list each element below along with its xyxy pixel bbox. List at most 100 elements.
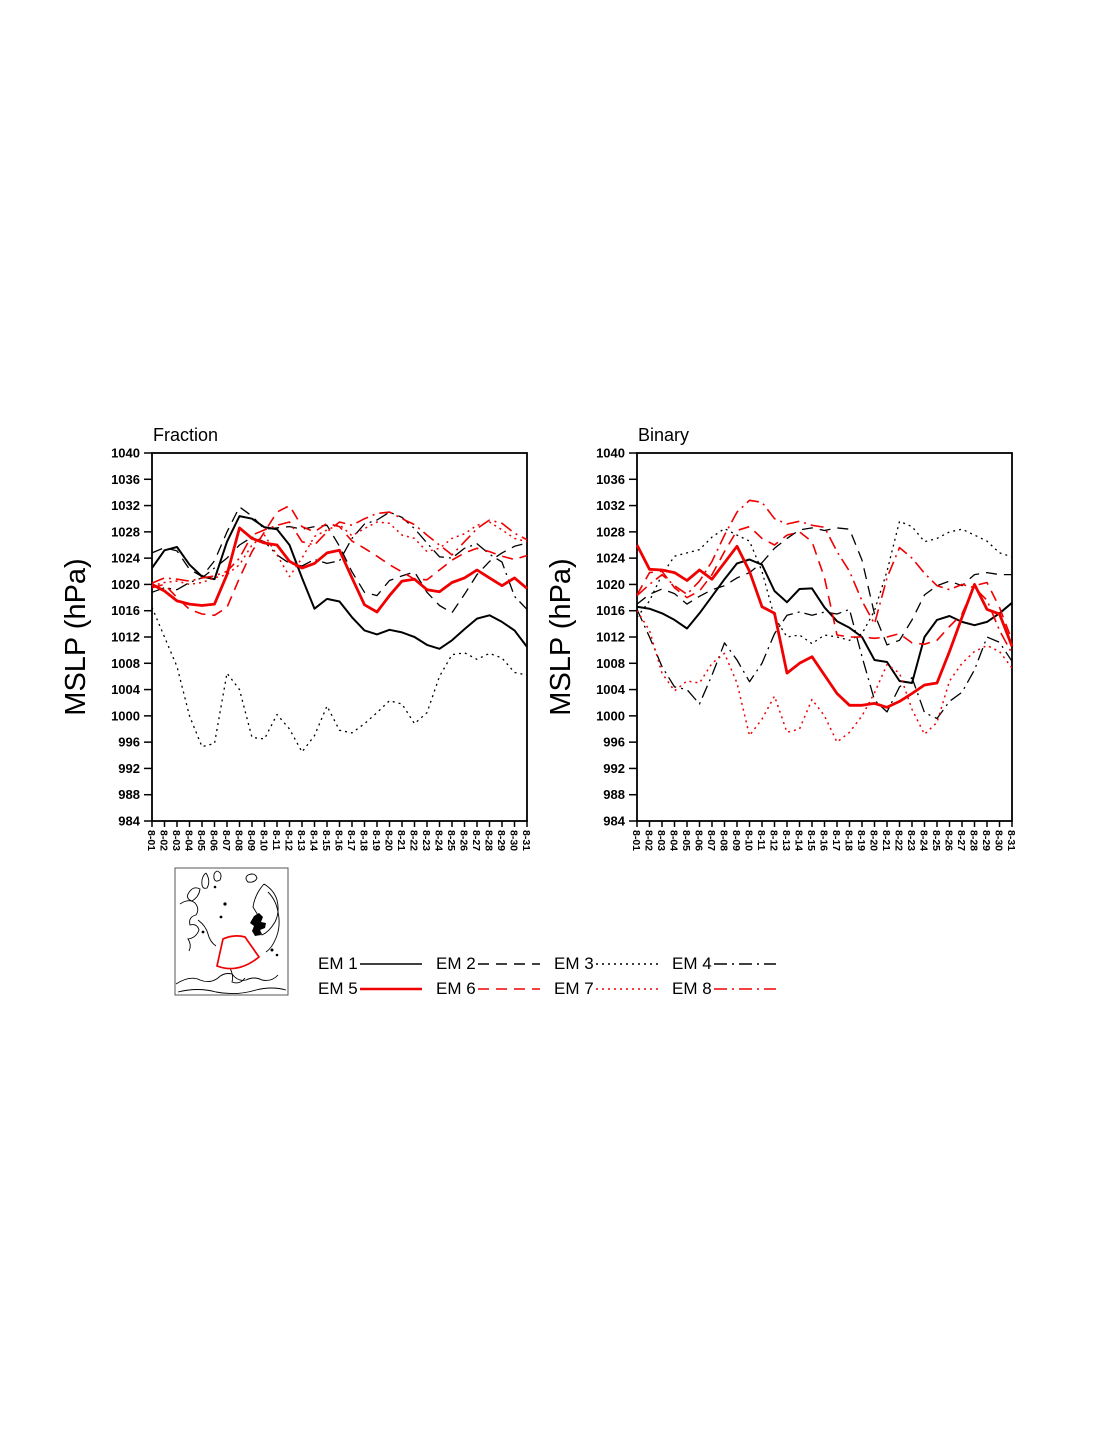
x-tick-label: 8-05 <box>680 830 692 851</box>
y-tick-label: 1016 <box>111 603 140 618</box>
y-tick-label: 988 <box>118 787 140 802</box>
x-tick-label: 8-28 <box>483 830 495 851</box>
chart-title: Binary <box>638 425 689 445</box>
x-tick-label: 8-14 <box>793 830 805 851</box>
x-tick-label: 8-27 <box>955 830 967 851</box>
y-tick-label: 1016 <box>596 603 625 618</box>
series-em2 <box>151 506 528 614</box>
legend-item-em3: EM 3 <box>554 951 672 976</box>
legend-label: EM 6 <box>436 978 476 998</box>
legend-line-sample <box>359 962 422 965</box>
series-em4 <box>636 608 1013 720</box>
y-tick-label: 1032 <box>596 498 625 513</box>
x-tick-label: 8-08 <box>233 830 245 851</box>
x-tick-label: 8-24 <box>918 830 930 851</box>
legend-item-em6: EM 6 <box>436 976 554 1001</box>
x-tick-label: 8-07 <box>705 830 717 851</box>
legend-line-sample <box>477 987 540 990</box>
x-tick-label: 8-03 <box>655 830 667 851</box>
legend-label: EM 3 <box>554 953 594 973</box>
x-tick-label: 8-21 <box>880 830 892 851</box>
legend-item-em4: EM 4 <box>672 951 790 976</box>
plot-frame <box>151 452 528 822</box>
x-tick-label: 8-23 <box>420 830 432 851</box>
x-tick-label: 8-10 <box>743 830 755 851</box>
x-tick-label: 8-08 <box>718 830 730 851</box>
x-tick-label: 8-09 <box>730 830 742 851</box>
binary-chart: Binary MSLP (hPa) 984 988 992 996 1000 1004 1008… <box>545 425 1017 851</box>
x-tick-label: 8-18 <box>843 830 855 851</box>
x-tick-label: 8-26 <box>943 830 955 851</box>
x-tick-label: 8-14 <box>308 830 320 851</box>
coastlines <box>175 870 287 995</box>
legend: EM 1 EM 2 EM 3 EM 4 EM 5 EM 6 EM 7 EM 8 <box>318 951 798 1001</box>
x-tick-label: 8-03 <box>170 830 182 851</box>
y-tick-label: 1032 <box>111 498 140 513</box>
series-em6 <box>151 504 528 617</box>
x-tick-label: 8-06 <box>208 830 220 851</box>
series-em5 <box>151 526 528 614</box>
x-tick-label: 8-18 <box>358 830 370 851</box>
legend-line-sample <box>595 962 658 965</box>
x-tick-label: 8-29 <box>980 830 992 851</box>
fraction-chart: Fraction MSLP (hPa) 984 988 992 996 1000 1004 10… <box>60 425 532 851</box>
x-tick-label: 8-11 <box>270 830 282 851</box>
y-tick-label: 1000 <box>111 708 140 723</box>
x-tick-label: 8-29 <box>495 830 507 851</box>
y-tick-label: 1036 <box>596 472 625 487</box>
y-tick-label: 988 <box>603 787 625 802</box>
y-tick-label: 1020 <box>111 577 140 592</box>
x-tick-label: 8-25 <box>930 830 942 851</box>
y-tick-label: 996 <box>603 735 625 750</box>
legend-item-em5: EM 5 <box>318 976 436 1001</box>
x-tick-label: 8-05 <box>195 830 207 851</box>
y-tick-label: 984 <box>603 814 625 829</box>
x-tick-label: 8-07 <box>220 830 232 851</box>
map-inset <box>174 867 289 996</box>
y-tick-label: 1028 <box>596 524 625 539</box>
y-tick-label: 1004 <box>596 682 626 697</box>
series-em1 <box>636 558 1013 684</box>
x-tick-label: 8-19 <box>370 830 382 851</box>
x-tick-label: 8-02 <box>158 830 170 851</box>
x-tick-label: 8-21 <box>395 830 407 851</box>
x-tick-label: 8-13 <box>295 830 307 851</box>
x-tick-label: 8-16 <box>818 830 830 851</box>
legend-item-em8: EM 8 <box>672 976 790 1001</box>
y-axis-label: MSLP (hPa) <box>545 558 577 715</box>
y-tick-label: 1008 <box>596 656 625 671</box>
legend-line-sample <box>713 987 776 990</box>
legend-line-sample <box>359 987 422 990</box>
x-tick-label: 8-19 <box>855 830 867 851</box>
x-tick-label: 8-02 <box>643 830 655 851</box>
legend-item-em2: EM 2 <box>436 951 554 976</box>
legend-label: EM 2 <box>436 953 476 973</box>
y-tick-label: 1036 <box>111 472 140 487</box>
legend-label: EM 5 <box>318 978 358 998</box>
x-tick-label: 8-30 <box>508 830 520 851</box>
x-tick-label: 8-15 <box>320 830 332 851</box>
y-tick-label: 1012 <box>111 630 140 645</box>
y-tick-label: 1008 <box>111 656 140 671</box>
series-em3 <box>151 607 528 753</box>
legend-item-em7: EM 7 <box>554 976 672 1001</box>
y-tick-label: 992 <box>118 761 140 776</box>
legend-line-sample <box>595 987 658 990</box>
x-tick-label: 8-30 <box>993 830 1005 851</box>
y-tick-label: 996 <box>118 735 140 750</box>
y-tick-label: 1040 <box>111 446 140 461</box>
x-tick-label: 8-28 <box>968 830 980 851</box>
x-tick-label: 8-16 <box>333 830 345 851</box>
x-tick-label: 8-04 <box>668 830 680 851</box>
x-tick-label: 8-15 <box>805 830 817 851</box>
x-tick-label: 8-31 <box>1005 830 1017 851</box>
y-tick-label: 1024 <box>596 551 626 566</box>
y-tick-label: 1020 <box>596 577 625 592</box>
x-tick-label: 8-10 <box>258 830 270 851</box>
chart-title: Fraction <box>153 425 218 445</box>
x-tick-label: 8-25 <box>445 830 457 851</box>
y-tick-label: 1012 <box>596 630 625 645</box>
legend-item-em1: EM 1 <box>318 951 436 976</box>
y-tick-label: 1024 <box>111 551 141 566</box>
